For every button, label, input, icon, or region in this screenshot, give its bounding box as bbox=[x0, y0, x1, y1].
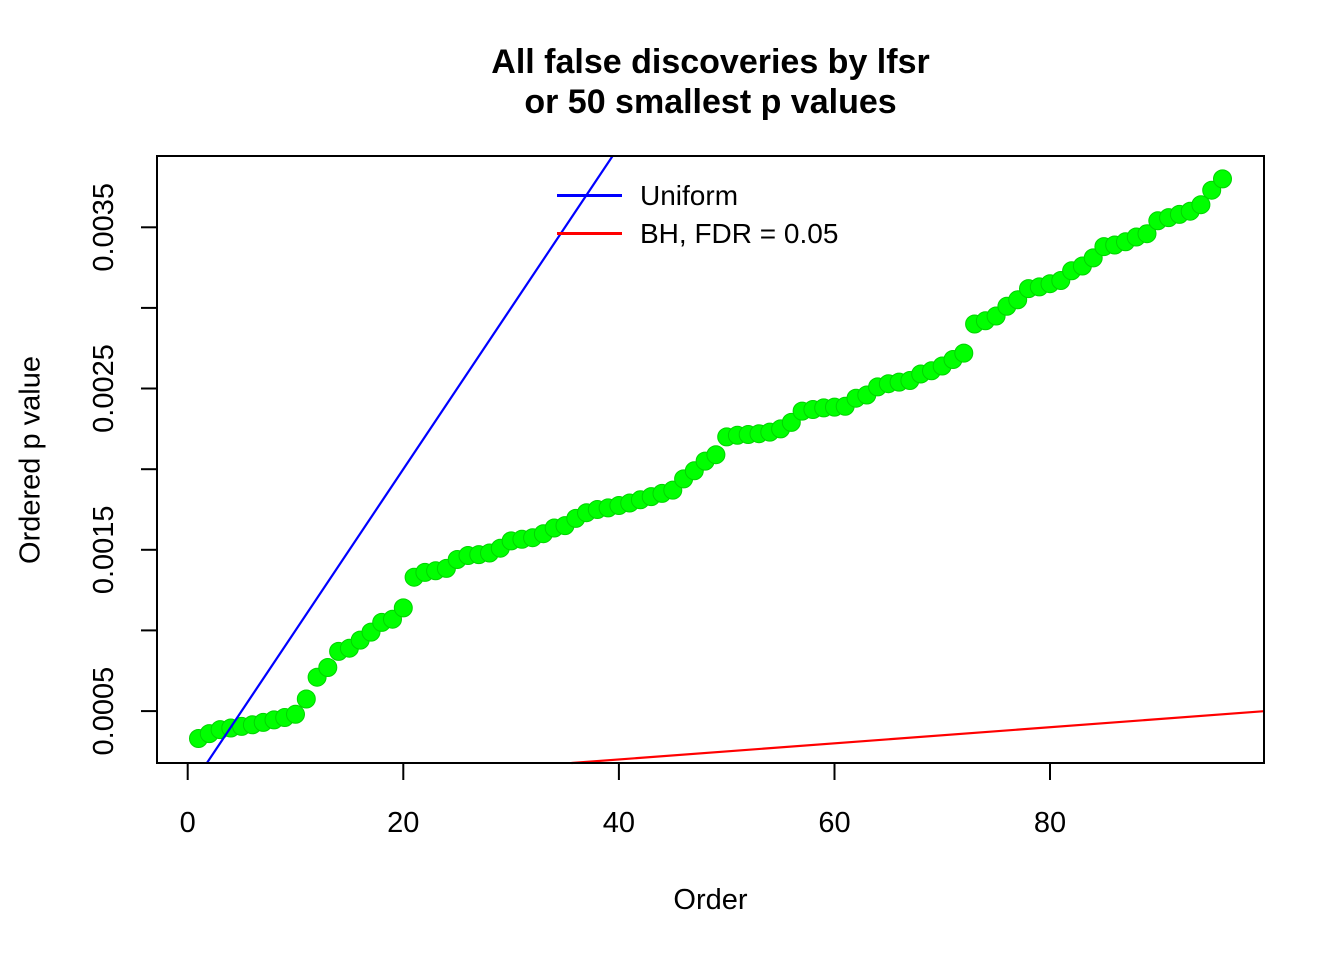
chart-title: All false discoveries by lfsr or 50 smal… bbox=[157, 42, 1264, 122]
data-point bbox=[1191, 195, 1211, 215]
data-point bbox=[1137, 224, 1157, 244]
x-axis-title: Order bbox=[673, 884, 748, 916]
chart-title-line2: or 50 smallest p values bbox=[524, 83, 897, 121]
uniform-line bbox=[205, 155, 614, 764]
chart-title-line1: All false discoveries by lfsr bbox=[491, 43, 930, 81]
data-point bbox=[286, 704, 305, 724]
legend-item-bh-fdr: BH, FDR = 0.05 bbox=[557, 218, 838, 249]
y-tick-label: 0.0005 bbox=[88, 667, 120, 756]
legend-line-uniform bbox=[557, 194, 622, 197]
legend-line-bh-fdr bbox=[557, 232, 622, 235]
data-point bbox=[1213, 169, 1232, 189]
x-tick-label: 0 bbox=[180, 807, 196, 839]
x-tick-label: 60 bbox=[818, 807, 850, 839]
data-point bbox=[296, 689, 316, 709]
y-tick-label: 0.0015 bbox=[88, 505, 120, 594]
data-point bbox=[954, 343, 974, 363]
plot-box bbox=[156, 155, 1265, 764]
x-tick-label: 20 bbox=[387, 807, 419, 839]
y-tick-label: 0.0035 bbox=[88, 183, 120, 272]
y-axis-title: Ordered p value bbox=[14, 356, 47, 564]
x-tick-label: 80 bbox=[1034, 807, 1066, 839]
legend: Uniform BH, FDR = 0.05 bbox=[557, 180, 838, 256]
bh-fdr-line bbox=[571, 710, 1265, 765]
y-tick-label: 0.0025 bbox=[88, 344, 120, 433]
data-point bbox=[393, 598, 413, 618]
x-tick-label: 40 bbox=[603, 807, 635, 839]
legend-item-uniform: Uniform bbox=[557, 180, 838, 211]
legend-label-bh-fdr: BH, FDR = 0.05 bbox=[640, 217, 839, 249]
data-point bbox=[318, 658, 338, 677]
data-point bbox=[706, 445, 726, 465]
legend-label-uniform: Uniform bbox=[640, 179, 739, 211]
